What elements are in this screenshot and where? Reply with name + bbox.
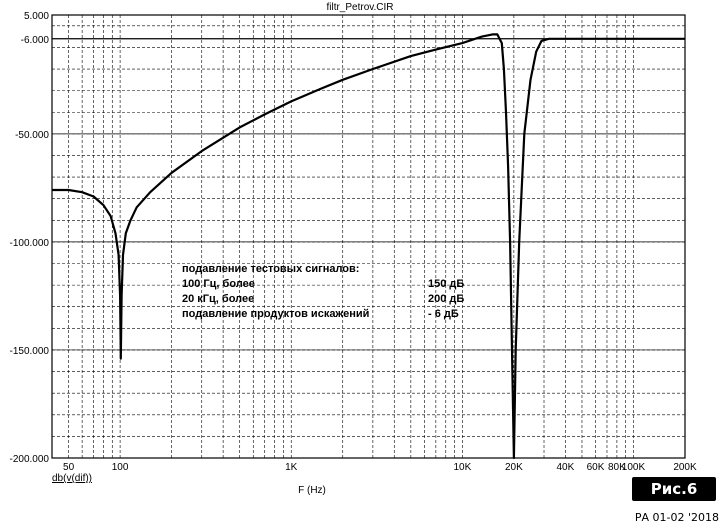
x-tick-label: 1K	[285, 462, 298, 473]
x-tick-label: 200K	[673, 462, 697, 473]
annotation-value: 200 дБ	[428, 293, 464, 305]
x-tick-label: 10K	[453, 462, 471, 473]
y-tick-label: -100.000	[10, 238, 50, 249]
y-tick-label: -200.000	[10, 454, 50, 465]
series-line	[52, 33, 685, 460]
annotation-label: 20 кГц, более	[182, 293, 254, 305]
annotation-label: 100 Гц, более	[182, 278, 255, 290]
grid	[52, 15, 685, 458]
annotation-block: подавление тестовых сигналов: 100 Гц, бол…	[182, 263, 464, 320]
x-axis-label: F (Hz)	[298, 485, 326, 496]
y-tick-labels: 5.000 -6.000 -50.000 -100.000 -150.000 -200.0…	[10, 11, 50, 465]
y-tick-label: -6.000	[21, 35, 50, 46]
x-tick-label: 100	[112, 462, 129, 473]
x-tick-label: 50	[63, 462, 75, 473]
x-tick-label: 80K	[608, 462, 626, 473]
chart-title: filtr_Petrov.CIR	[326, 2, 393, 13]
annotation-label: подавление тестовых сигналов:	[182, 263, 359, 275]
y-axis-label: db(v(dif))	[52, 473, 92, 484]
x-tick-label: 40K	[556, 462, 574, 473]
x-tick-label: 100K	[622, 462, 646, 473]
x-tick-label: 60K	[587, 462, 605, 473]
y-tick-label: -150.000	[10, 346, 50, 357]
plot-frame	[51, 14, 686, 459]
series-layer	[52, 33, 685, 460]
figure-label: Рис.6	[632, 477, 716, 501]
annotation-value: 150 дБ	[428, 278, 464, 290]
footer-issue: РА 01-02 '2018	[634, 511, 719, 524]
annotation-label: подавление продуктов искажений	[182, 308, 369, 320]
x-tick-label: 20K	[505, 462, 523, 473]
annotation-value: - 6 дБ	[428, 308, 459, 320]
y-tick-label: -50.000	[15, 130, 49, 141]
y-tick-label: 5.000	[24, 11, 49, 22]
